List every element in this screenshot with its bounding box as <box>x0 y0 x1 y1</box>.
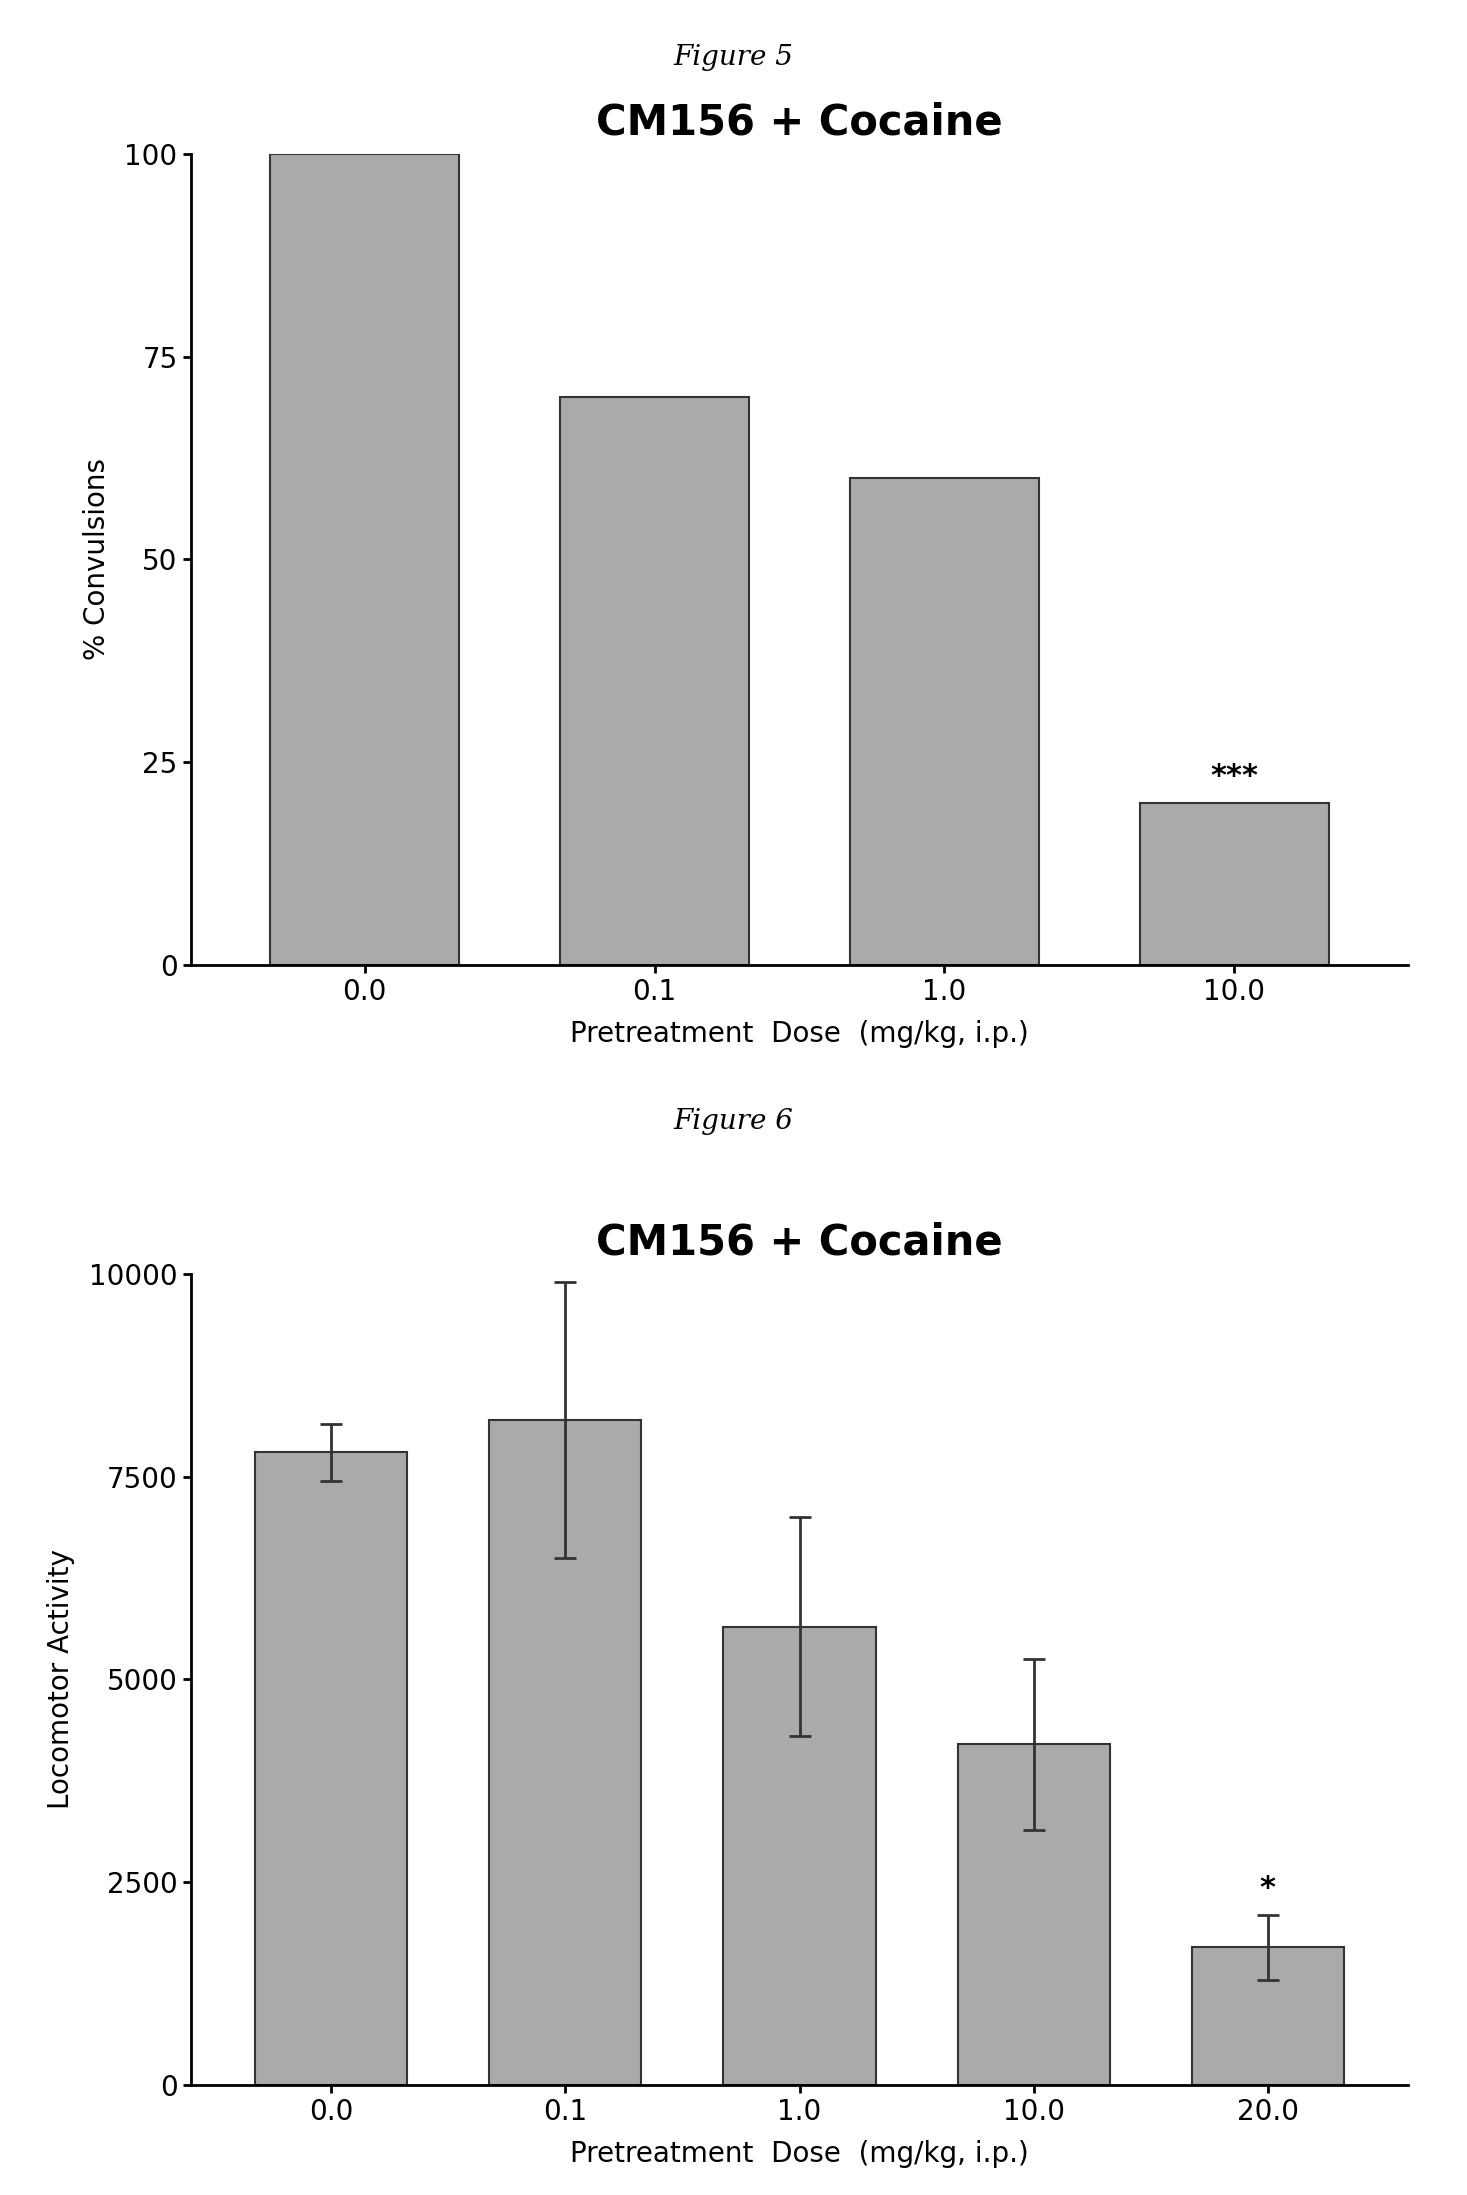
Bar <box>270 154 459 966</box>
Text: *: * <box>1260 1875 1276 1903</box>
Y-axis label: Locomotor Activity: Locomotor Activity <box>47 1550 75 1809</box>
X-axis label: Pretreatment  Dose  (mg/kg, i.p.): Pretreatment Dose (mg/kg, i.p.) <box>571 1021 1028 1049</box>
X-axis label: Pretreatment  Dose  (mg/kg, i.p.): Pretreatment Dose (mg/kg, i.p.) <box>571 2140 1028 2169</box>
Bar <box>1191 1947 1344 2085</box>
Text: Figure 6: Figure 6 <box>673 1108 794 1135</box>
Bar <box>958 1745 1109 2085</box>
Title: CM156 + Cocaine: CM156 + Cocaine <box>596 1220 1003 1262</box>
Bar <box>1140 803 1329 966</box>
Title: CM156 + Cocaine: CM156 + Cocaine <box>596 101 1003 143</box>
Y-axis label: % Convulsions: % Convulsions <box>82 459 110 661</box>
Text: ***: *** <box>1210 762 1259 790</box>
Text: Figure 5: Figure 5 <box>673 44 794 70</box>
Bar <box>851 479 1039 966</box>
Bar <box>560 397 748 966</box>
Bar <box>255 1453 408 2085</box>
Bar <box>490 1420 641 2085</box>
Bar <box>723 1626 876 2085</box>
